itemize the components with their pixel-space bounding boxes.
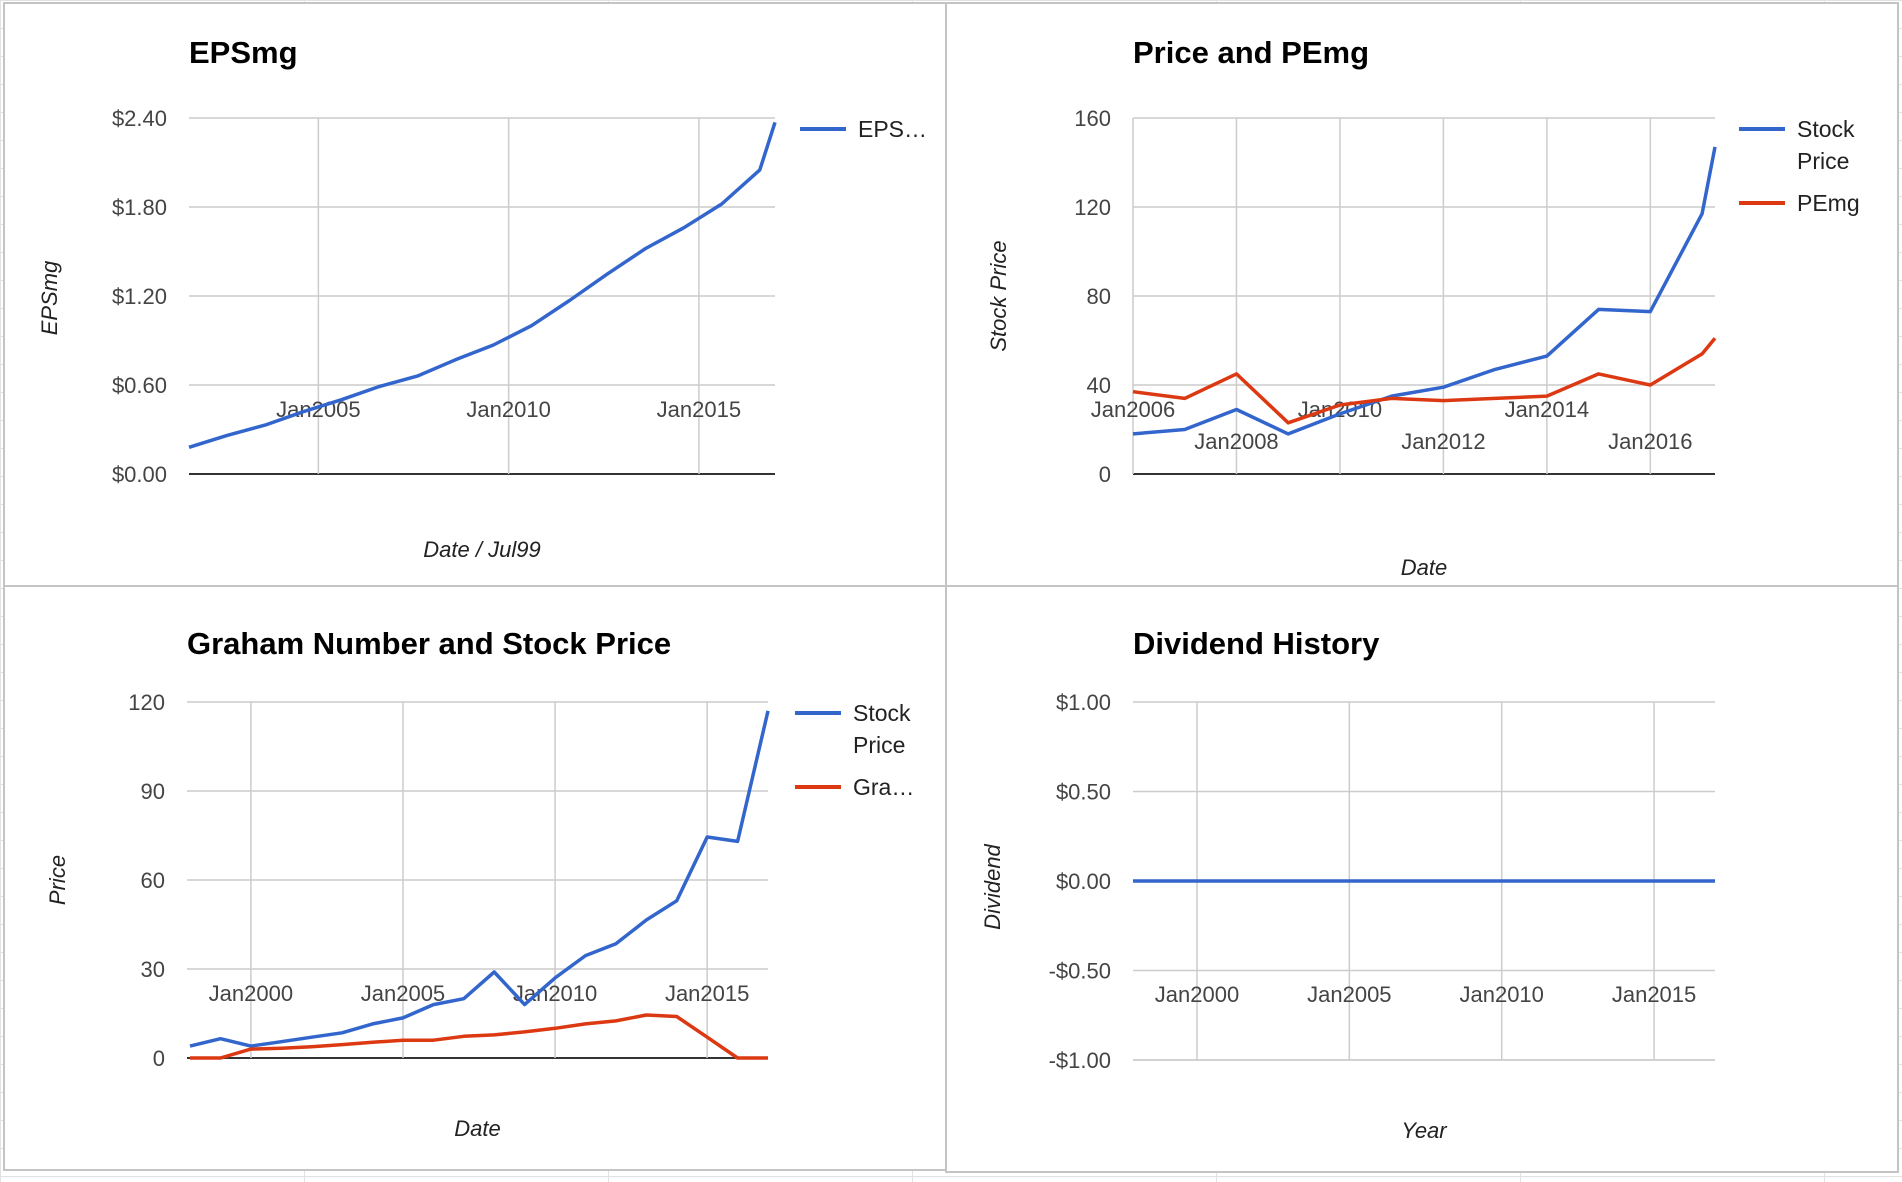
chart-panel-dividend[interactable]: Dividend History -$1.00 -$0.50 $0.00 $0.50 $1…	[945, 585, 1899, 1173]
y-tick-label: $2.40	[112, 106, 167, 131]
y-axis-label: Price	[45, 855, 70, 905]
x-axis-label: Date	[454, 1116, 500, 1141]
y-tick-label: 30	[141, 957, 165, 982]
x-tick-label: Jan2012	[1401, 429, 1485, 454]
series-line-1	[190, 1013, 768, 1060]
y-tick-label: 0	[153, 1046, 165, 1071]
legend-label: EPS…	[858, 116, 927, 142]
x-tick-label: Jan2010	[1459, 982, 1543, 1007]
chart-panel-price-pemg[interactable]: Price and PEmg 0 40 80 120 160 Jan2006 Jan2008 J…	[945, 2, 1899, 587]
x-tick-label: Jan2006	[1091, 397, 1175, 422]
x-tick-label: Jan2005	[1307, 982, 1391, 1007]
x-tick-label: Jan2015	[665, 981, 749, 1006]
x-tick-label: Jan2000	[209, 981, 293, 1006]
y-tick-label: $1.00	[1056, 690, 1111, 715]
x-tick-label: Jan2015	[1612, 982, 1696, 1007]
dividend-chart-svg: Dividend History -$1.00 -$0.50 $0.00 $0.50 $1…	[980, 626, 1715, 1143]
y-tick-label: -$0.50	[1049, 959, 1111, 984]
y-tick-label: 120	[1074, 195, 1111, 220]
x-tick-label: Jan2016	[1608, 429, 1692, 454]
y-tick-label: $0.50	[1056, 780, 1111, 805]
x-tick-label: Jan2015	[657, 397, 741, 422]
y-tick-label: $0.00	[112, 462, 167, 487]
chart-panel-epsmg[interactable]: EPSmg $0.00 $0.60 $1.20 $1.80 $2.40 Jan2005 Jan…	[3, 2, 947, 587]
y-axis-label: EPSmg	[37, 260, 62, 335]
y-tick-label: $0.60	[112, 373, 167, 398]
graham-chart-svg: Graham Number and Stock Price 0 30 60 90 120 J…	[45, 626, 914, 1141]
y-axis-label: Stock Price	[986, 240, 1011, 351]
series-line-1	[1132, 337, 1717, 425]
x-tick-label: Jan2008	[1194, 429, 1278, 454]
y-tick-label: 40	[1087, 373, 1111, 398]
chart-title: Price and PEmg	[1133, 35, 1369, 70]
series-line-0	[1132, 146, 1717, 436]
x-axis-label: Year	[1401, 1118, 1448, 1143]
series-line-0	[189, 710, 770, 1048]
y-axis-label: Dividend	[980, 843, 1005, 929]
legend-label: Stock Price	[1797, 116, 1855, 174]
legend-label: PEmg	[1797, 190, 1860, 216]
series-line-0	[188, 121, 777, 449]
y-tick-label: -$1.00	[1049, 1048, 1111, 1073]
chart-panel-graham[interactable]: Graham Number and Stock Price 0 30 60 90 120 J…	[3, 585, 947, 1171]
x-axis-label: Date	[1401, 555, 1447, 580]
x-tick-label: Jan2010	[466, 397, 550, 422]
chart-title: Dividend History	[1133, 626, 1380, 661]
x-axis-label: Date / Jul99	[423, 537, 540, 562]
chart-title: EPSmg	[189, 35, 298, 70]
y-tick-label: $1.80	[112, 195, 167, 220]
legend-label: Gra…	[853, 774, 914, 800]
y-tick-label: $1.20	[112, 284, 167, 309]
chart-title: Graham Number and Stock Price	[187, 626, 671, 661]
price-pemg-chart-svg: Price and PEmg 0 40 80 120 160 Jan2006 Jan2008 J…	[986, 35, 1860, 580]
x-tick-label: Jan2005	[361, 981, 445, 1006]
y-tick-label: 80	[1087, 284, 1111, 309]
y-tick-label: 120	[128, 690, 165, 715]
x-tick-label: Jan2014	[1505, 397, 1589, 422]
y-tick-label: 60	[141, 868, 165, 893]
y-tick-label: 90	[141, 779, 165, 804]
x-tick-label: Jan2000	[1155, 982, 1239, 1007]
legend-label: Stock Price	[853, 700, 911, 758]
y-tick-label: $0.00	[1056, 869, 1111, 894]
y-tick-label: 160	[1074, 106, 1111, 131]
y-tick-label: 0	[1099, 462, 1111, 487]
